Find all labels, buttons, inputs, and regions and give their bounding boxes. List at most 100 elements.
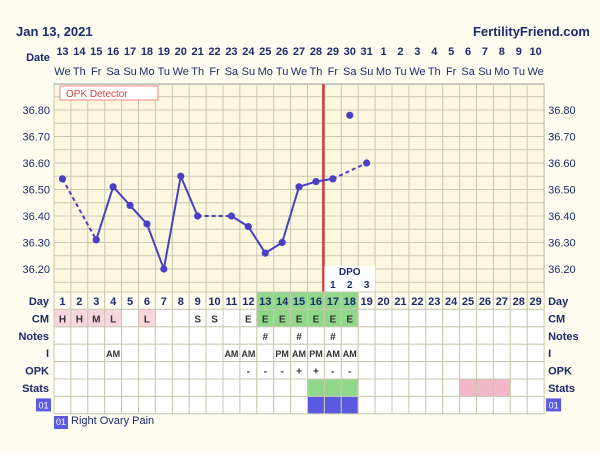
cm-value: E — [279, 314, 286, 325]
temp-point — [227, 212, 236, 220]
cycle-day-number: 2 — [76, 296, 82, 308]
dpo-number: 2 — [347, 280, 353, 291]
legend-right-ovary-pain: Right Ovary Pain — [71, 415, 155, 427]
row-cell-i — [408, 343, 427, 363]
date-label: 18 — [141, 46, 153, 58]
row-label-notes-right: Notes — [548, 331, 579, 343]
temp-line-segment — [162, 176, 182, 270]
date-label: 28 — [310, 46, 322, 58]
weekday-label: Su — [123, 66, 136, 78]
row-cell-cm — [442, 308, 461, 328]
row-cell-stats — [239, 378, 258, 397]
weekday-label: Th — [428, 66, 441, 78]
row-cell-stats — [154, 378, 173, 397]
y-tick-label-left: 36.70 — [22, 132, 50, 144]
site-brand[interactable]: FertilityFriend.com — [472, 24, 590, 39]
row-cell-stats — [256, 378, 275, 397]
y-tick-label-right: 36.80 — [548, 105, 576, 117]
cycle-day-number: 29 — [530, 296, 542, 308]
row-cell-opk — [87, 361, 106, 380]
row-cell-stats — [188, 378, 207, 397]
temp-point — [329, 175, 337, 183]
y-tick-label-left: 36.40 — [22, 211, 50, 223]
temp-line-segment — [112, 186, 131, 207]
row-cell-notes — [391, 326, 410, 345]
date-label: 31 — [361, 46, 373, 58]
row-cell-opk — [425, 361, 444, 380]
row-cell-i — [526, 343, 545, 363]
opk-value: - — [280, 367, 283, 378]
row-cell-stats — [340, 378, 359, 397]
date-label: 13 — [56, 46, 68, 58]
temp-point — [92, 236, 100, 244]
row-cell-code — [323, 395, 342, 415]
weekday-label: Mo — [258, 66, 273, 78]
opk-value: - — [331, 367, 334, 378]
date-label: 25 — [259, 46, 271, 58]
cycle-day-number: 27 — [496, 296, 508, 308]
row-cell-stats — [307, 378, 325, 397]
cycle-day-number: 10 — [208, 296, 220, 308]
cm-value: M — [92, 314, 100, 325]
intercourse-value: PM — [309, 349, 323, 359]
row-cell-stats — [171, 378, 190, 397]
row-cell-cm — [357, 308, 376, 328]
row-cell-notes — [459, 326, 478, 345]
temp-point — [295, 183, 303, 191]
row-cell-notes — [87, 326, 106, 345]
date-label: 16 — [107, 46, 119, 58]
row-cell-i — [476, 343, 494, 363]
row-cell-code — [154, 395, 173, 415]
date-label: 14 — [73, 46, 86, 58]
date-label: 22 — [208, 46, 220, 58]
row-cell-code — [425, 395, 444, 415]
row-cell-notes — [408, 326, 427, 345]
row-cell-notes — [374, 326, 393, 345]
cm-value: S — [194, 314, 201, 325]
date-label: 6 — [465, 46, 471, 58]
row-cell-code — [492, 395, 511, 415]
row-cell-stats — [87, 378, 106, 397]
weekday-label: Tu — [276, 66, 288, 78]
date-label: 10 — [530, 46, 542, 58]
row-cell-notes — [205, 326, 224, 345]
cm-value: E — [346, 314, 353, 325]
row-cell-code — [408, 395, 427, 415]
intercourse-value: AM — [224, 349, 238, 359]
date-label: 5 — [448, 46, 454, 58]
weekday-label: Su — [360, 66, 373, 78]
row-cell-code — [273, 395, 292, 415]
row-cell-opk — [104, 361, 123, 380]
row-label-opk-left: OPK — [25, 366, 49, 378]
notes-value: # — [330, 332, 336, 343]
weekday-label: We — [291, 66, 307, 78]
temp-line-segment — [179, 175, 199, 217]
dpo-label: DPO — [339, 267, 361, 278]
row-cell-i — [442, 343, 461, 363]
row-cell-i — [121, 343, 139, 363]
row-cell-cm — [492, 308, 511, 328]
row-cell-stats — [526, 378, 545, 397]
weekday-label: We — [173, 66, 189, 78]
row-cell-i — [188, 343, 207, 363]
row-cell-opk — [121, 361, 139, 380]
row-cell-opk — [476, 361, 494, 380]
cycle-day-number: 16 — [310, 296, 322, 308]
row-cell-code — [70, 395, 89, 415]
row-cell-opk — [138, 361, 156, 380]
row-label-cm-left: CM — [32, 313, 49, 325]
cycle-day-number: 28 — [513, 296, 525, 308]
weekday-label: We — [54, 66, 70, 78]
temp-point — [244, 223, 252, 231]
weekday-label: Fr — [446, 66, 457, 78]
temp-point — [58, 175, 67, 183]
cycle-day-number: 14 — [276, 296, 289, 308]
temp-point-outlier — [346, 111, 354, 119]
row-cell-cm — [526, 308, 545, 328]
row-cell-code — [459, 395, 478, 415]
y-tick-label-right: 36.40 — [548, 211, 576, 223]
row-cell-opk — [408, 361, 427, 380]
y-tick-label-left: 36.80 — [22, 105, 50, 117]
row-cell-i — [138, 343, 156, 363]
row-cell-notes — [188, 326, 207, 345]
